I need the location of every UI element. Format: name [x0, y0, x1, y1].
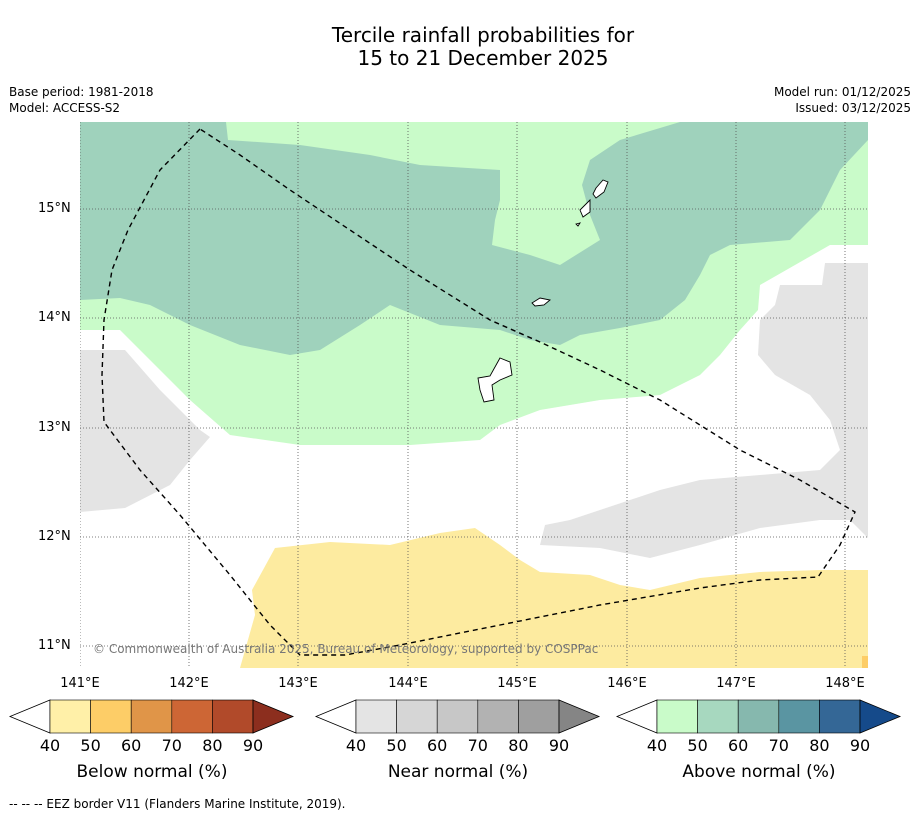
- colorbar-tick-label: 70: [467, 736, 488, 755]
- colorbar-label-below: Below normal (%): [76, 762, 228, 782]
- below-normal-region: [80, 528, 868, 668]
- colorbar-extend-high: [859, 699, 902, 734]
- colorbar-above-normal: [615, 699, 902, 734]
- title-line-2: 15 to 21 December 2025: [357, 46, 609, 70]
- colorbar-tick-label: 40: [39, 736, 61, 755]
- colorbar-segment: [656, 699, 698, 734]
- colorbar-tick-label: 90: [242, 736, 264, 755]
- island-tinian: [579, 198, 591, 218]
- colorbar-tick-label: 80: [202, 736, 223, 755]
- colorbar-tick-label: 60: [121, 736, 142, 755]
- colorbar-tick-label: 50: [80, 736, 101, 755]
- lat-label-12: 12°N: [38, 529, 71, 544]
- colorbar-segment: [819, 699, 861, 734]
- island-saipan: [592, 179, 609, 199]
- lon-label-146: 146°E: [607, 676, 647, 691]
- lon-label-145: 145°E: [497, 676, 537, 691]
- colorbars: [8, 699, 902, 734]
- colorbar-tick-label: 60: [728, 736, 749, 755]
- colorbar-below-normal: [8, 699, 295, 734]
- near-normal-east-region: [540, 263, 868, 558]
- colorbar-tick-label: 60: [427, 736, 448, 755]
- colorbar-segment: [737, 699, 780, 734]
- meta-left: Base period: 1981-2018 Model: ACCESS-S2: [9, 84, 154, 116]
- colorbar-tick-label: 90: [548, 736, 570, 755]
- lat-label-11: 11°N: [38, 638, 71, 653]
- island-guam: [477, 357, 513, 403]
- lat-label-15: 15°N: [38, 201, 71, 216]
- colorbar-segment: [212, 699, 254, 734]
- lat-label-14: 14°N: [38, 310, 71, 325]
- eez-legend-footer: -- -- -- EEZ border V11 (Flanders Marine…: [9, 797, 346, 811]
- meta-right: Model run: 01/12/2025 Issued: 03/12/2025: [774, 84, 911, 116]
- colorbar-extend-low: [8, 699, 51, 734]
- eez-border-line: [101, 128, 856, 656]
- colorbar-segment: [697, 699, 739, 734]
- islands: [477, 179, 609, 403]
- lon-label-144: 144°E: [388, 676, 428, 691]
- issued-date: Issued: 03/12/2025: [795, 101, 911, 115]
- base-period: Base period: 1981-2018: [9, 85, 154, 99]
- copyright-notice: © Commonwealth of Australia 2025, Bureau…: [93, 642, 599, 656]
- lon-label-147: 147°E: [716, 676, 756, 691]
- colorbar-segment: [355, 699, 397, 734]
- gridlines: [80, 122, 868, 668]
- near-normal-west-region: [80, 350, 210, 512]
- lon-label-148: 148°E: [825, 676, 865, 691]
- title-line-1: Tercile rainfall probabilities for: [331, 23, 635, 47]
- colorbar-label-above: Above normal (%): [682, 762, 836, 782]
- colorbar-segment: [171, 699, 213, 734]
- colorbar-segment: [477, 699, 519, 734]
- model-name: Model: ACCESS-S2: [9, 101, 121, 115]
- model-run: Model run: 01/12/2025: [773, 85, 911, 99]
- colorbar-segment: [49, 699, 91, 734]
- island-rota: [531, 297, 552, 307]
- colorbar-near-normal: [314, 699, 601, 734]
- colorbar-segment: [436, 699, 479, 734]
- colorbar-extend-high: [252, 699, 295, 734]
- colorbar-tick-label: 40: [646, 736, 668, 755]
- colorbar-tick-label: 70: [768, 736, 789, 755]
- colorbar-tick-label: 80: [508, 736, 529, 755]
- colorbar-segment: [90, 699, 132, 734]
- below-normal-50-patch: [862, 656, 868, 668]
- lon-label-143: 143°E: [278, 676, 318, 691]
- colorbar-label-near: Near normal (%): [387, 762, 529, 782]
- colorbar-segment: [396, 699, 438, 734]
- lon-label-142: 142°E: [169, 676, 209, 691]
- colorbar-extend-low: [314, 699, 357, 734]
- colorbar-tick-label: 50: [687, 736, 708, 755]
- colorbar-extend-low: [615, 699, 658, 734]
- colorbar-segment: [130, 699, 173, 734]
- colorbar-tick-label: 80: [809, 736, 830, 755]
- colorbar-tick-label: 50: [386, 736, 407, 755]
- map-title: Tercile rainfall probabilities for 15 to…: [0, 24, 919, 70]
- colorbar-tick-label: 90: [849, 736, 871, 755]
- island-aguijan: [575, 222, 582, 227]
- colorbar-tick-label: 40: [345, 736, 367, 755]
- lat-label-13: 13°N: [38, 420, 71, 435]
- lon-label-141: 141°E: [60, 676, 100, 691]
- colorbar-segment: [778, 699, 820, 734]
- colorbar-tick-label: 70: [161, 736, 182, 755]
- colorbar-extend-high: [558, 699, 601, 734]
- colorbar-segment: [518, 699, 560, 734]
